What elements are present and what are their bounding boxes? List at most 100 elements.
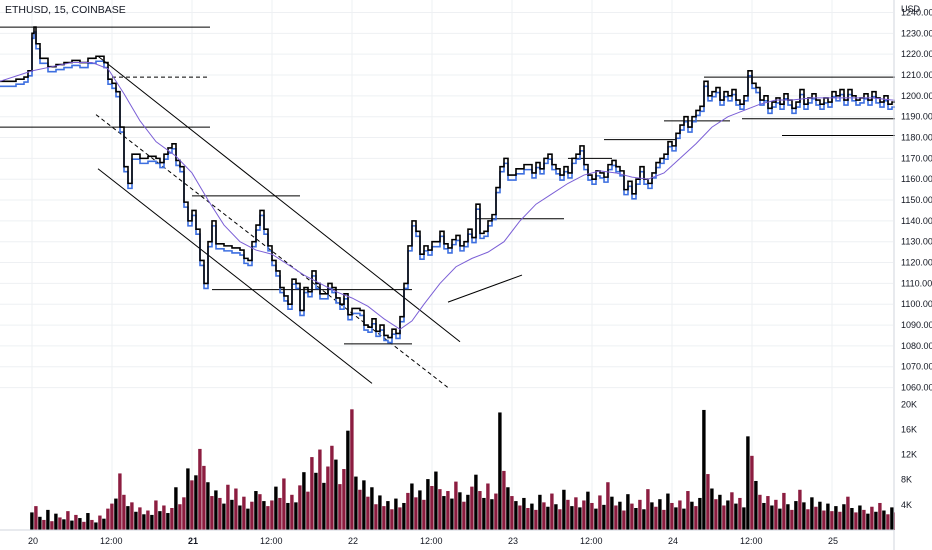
volume-bar xyxy=(82,521,86,530)
volume-bar xyxy=(622,510,626,530)
price-tick-label: 1110.00 xyxy=(901,278,932,288)
volume-bar xyxy=(282,478,286,530)
time-tick-label: 12:00 xyxy=(740,536,763,546)
volume-bar xyxy=(850,508,854,530)
volume-bar xyxy=(178,504,182,530)
moving-average-line xyxy=(0,62,917,330)
time-tick-label: 12:00 xyxy=(100,536,123,546)
volume-bar xyxy=(134,511,138,530)
time-tick-label: 24 xyxy=(668,536,678,546)
chart-annotations xyxy=(0,26,924,388)
volume-tick-label: 20K xyxy=(901,399,917,409)
volume-bar xyxy=(498,412,502,530)
volume-bar xyxy=(750,455,754,530)
volume-bar xyxy=(578,507,582,530)
volume-bar xyxy=(130,502,134,530)
volume-bar xyxy=(350,409,354,530)
volume-bar xyxy=(510,496,514,530)
volume-bar xyxy=(430,486,434,530)
price-tick-label: 1170.00 xyxy=(901,153,932,163)
price-tick-label: 1080.00 xyxy=(901,341,932,351)
price-tick-label: 1240.00 xyxy=(901,8,932,18)
volume-bar xyxy=(482,497,486,530)
volume-bar xyxy=(110,503,114,530)
volume-bar xyxy=(654,506,658,530)
chart-grid xyxy=(0,0,893,530)
volume-bar xyxy=(434,471,438,530)
volume-bar xyxy=(38,516,42,530)
volume-bar xyxy=(610,496,614,530)
volume-bar xyxy=(774,499,778,530)
volume-bar xyxy=(830,511,834,530)
volume-bar xyxy=(210,496,214,530)
volume-bar xyxy=(318,449,322,530)
volume-bar xyxy=(166,513,170,530)
trend-line xyxy=(97,168,373,384)
volume-bar xyxy=(598,495,602,530)
volume-bar xyxy=(154,500,158,530)
volume-bar xyxy=(422,499,426,530)
volume-bar xyxy=(634,508,638,530)
volume-bar xyxy=(702,409,706,530)
volume-bar xyxy=(582,500,586,530)
volume-bar xyxy=(502,470,506,530)
volume-bar xyxy=(474,474,478,530)
time-axis-ticks[interactable]: 20 12:00 21 12:00 22 12:00 23 12:00 24 12:00 25 xyxy=(28,536,838,546)
volume-bar xyxy=(726,500,730,530)
volume-bar xyxy=(186,468,190,530)
volume-bar xyxy=(518,505,522,530)
volume-bar xyxy=(662,509,666,530)
price-axis[interactable] xyxy=(895,0,932,550)
volume-bar xyxy=(290,494,294,530)
price-tick-label: 1190.00 xyxy=(901,112,932,122)
volume-bar xyxy=(54,513,58,530)
volume-bar xyxy=(762,502,766,530)
volume-bar xyxy=(758,494,762,530)
volume-bar xyxy=(446,491,450,530)
volume-bar xyxy=(402,502,406,530)
price-tick-label: 1130.00 xyxy=(901,237,932,247)
volume-bar xyxy=(802,502,806,530)
trend-line xyxy=(97,55,461,343)
volume-bar xyxy=(562,489,566,530)
volume-bar xyxy=(46,509,50,530)
volume-bar xyxy=(306,491,310,530)
price-tick-label: 1100.00 xyxy=(901,299,932,309)
time-tick-label: 20 xyxy=(28,536,38,546)
symbol-title: ETHUSD, 15, COINBASE xyxy=(5,4,126,16)
price-axis-ticks: 1240.00 1230.00 1220.00 1210.00 1200.00 1190.… xyxy=(901,8,932,393)
volume-bar xyxy=(98,515,102,530)
volume-tick-label: 16K xyxy=(901,424,917,434)
volume-bar xyxy=(298,485,302,530)
volume-bar xyxy=(534,509,538,530)
volume-bar xyxy=(314,472,318,530)
volume-bar xyxy=(146,510,150,530)
volume-bar xyxy=(162,505,166,530)
volume-bar xyxy=(398,507,402,530)
volume-bar xyxy=(818,501,822,530)
volume-bar xyxy=(330,445,334,530)
volume-bar xyxy=(410,483,414,530)
volume-bar xyxy=(782,492,786,530)
volume-bar xyxy=(858,505,862,530)
volume-bar xyxy=(514,501,518,530)
volume-bar xyxy=(890,507,894,530)
volume-bar xyxy=(586,491,590,530)
price-tick-label: 1070.00 xyxy=(901,362,932,372)
volume-bar xyxy=(342,469,346,530)
volume-bar xyxy=(638,499,642,530)
volume-bar xyxy=(194,475,198,530)
volume-bar xyxy=(102,518,106,530)
volume-bar xyxy=(862,509,866,530)
volume-bar xyxy=(286,502,290,530)
volume-bar xyxy=(606,482,610,530)
volume-bar xyxy=(882,510,886,530)
volume-bar xyxy=(142,514,146,530)
volume-bar xyxy=(694,506,698,530)
volume-bar xyxy=(386,501,390,530)
time-tick-label: 12:00 xyxy=(580,536,603,546)
volume-bar xyxy=(90,519,94,530)
volume-bar xyxy=(78,518,82,530)
volume-bar xyxy=(66,511,70,530)
